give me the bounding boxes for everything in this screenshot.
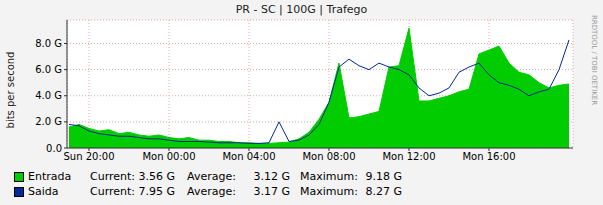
html-text:Current: 3.56 G: Current: 3.56 G xyxy=(90,170,175,183)
html-text:9.18 G: 9.18 G xyxy=(365,170,402,183)
svg-text:Mon 08:00: Mon 08:00 xyxy=(302,151,355,162)
svg-text:0.0: 0.0 xyxy=(46,143,62,154)
html-text:Maximum:: Maximum: xyxy=(300,170,358,183)
html-text:Maximum:: Maximum: xyxy=(300,185,358,198)
html-text:PR - SC | 100G | Trafego: PR - SC | 100G | Trafego xyxy=(235,3,368,16)
svg-text:Mon 04:00: Mon 04:00 xyxy=(222,151,275,162)
svg-text:8.0 G: 8.0 G xyxy=(35,38,62,49)
svg-text:Mon 16:00: Mon 16:00 xyxy=(462,151,515,162)
html-text:Saida: Saida xyxy=(28,185,59,198)
html-text:8.27 G: 8.27 G xyxy=(365,185,402,198)
svg-text:4.0 G: 4.0 G xyxy=(35,90,62,101)
html-text:3.17 G: 3.17 G xyxy=(253,185,290,198)
html-text:Average:: Average: xyxy=(187,185,236,198)
html-text:RRDTOOL / TOBI OETIKER: RRDTOOL / TOBI OETIKER xyxy=(590,14,598,106)
svg-text:2.0 G: 2.0 G xyxy=(35,116,62,127)
html-text:bits per second: bits per second xyxy=(4,51,16,129)
html-text:Entrada: Entrada xyxy=(28,170,72,183)
svg-text:6.0 G: 6.0 G xyxy=(35,64,62,75)
html-text:Current: 7.95 G: Current: 7.95 G xyxy=(90,185,175,198)
html-text:Average:: Average: xyxy=(187,170,236,183)
svg-text:Mon 00:00: Mon 00:00 xyxy=(142,151,195,162)
svg-text:Sun 20:00: Sun 20:00 xyxy=(63,151,114,162)
svg-text:Mon 12:00: Mon 12:00 xyxy=(382,151,435,162)
html-text:3.12 G: 3.12 G xyxy=(253,170,290,183)
